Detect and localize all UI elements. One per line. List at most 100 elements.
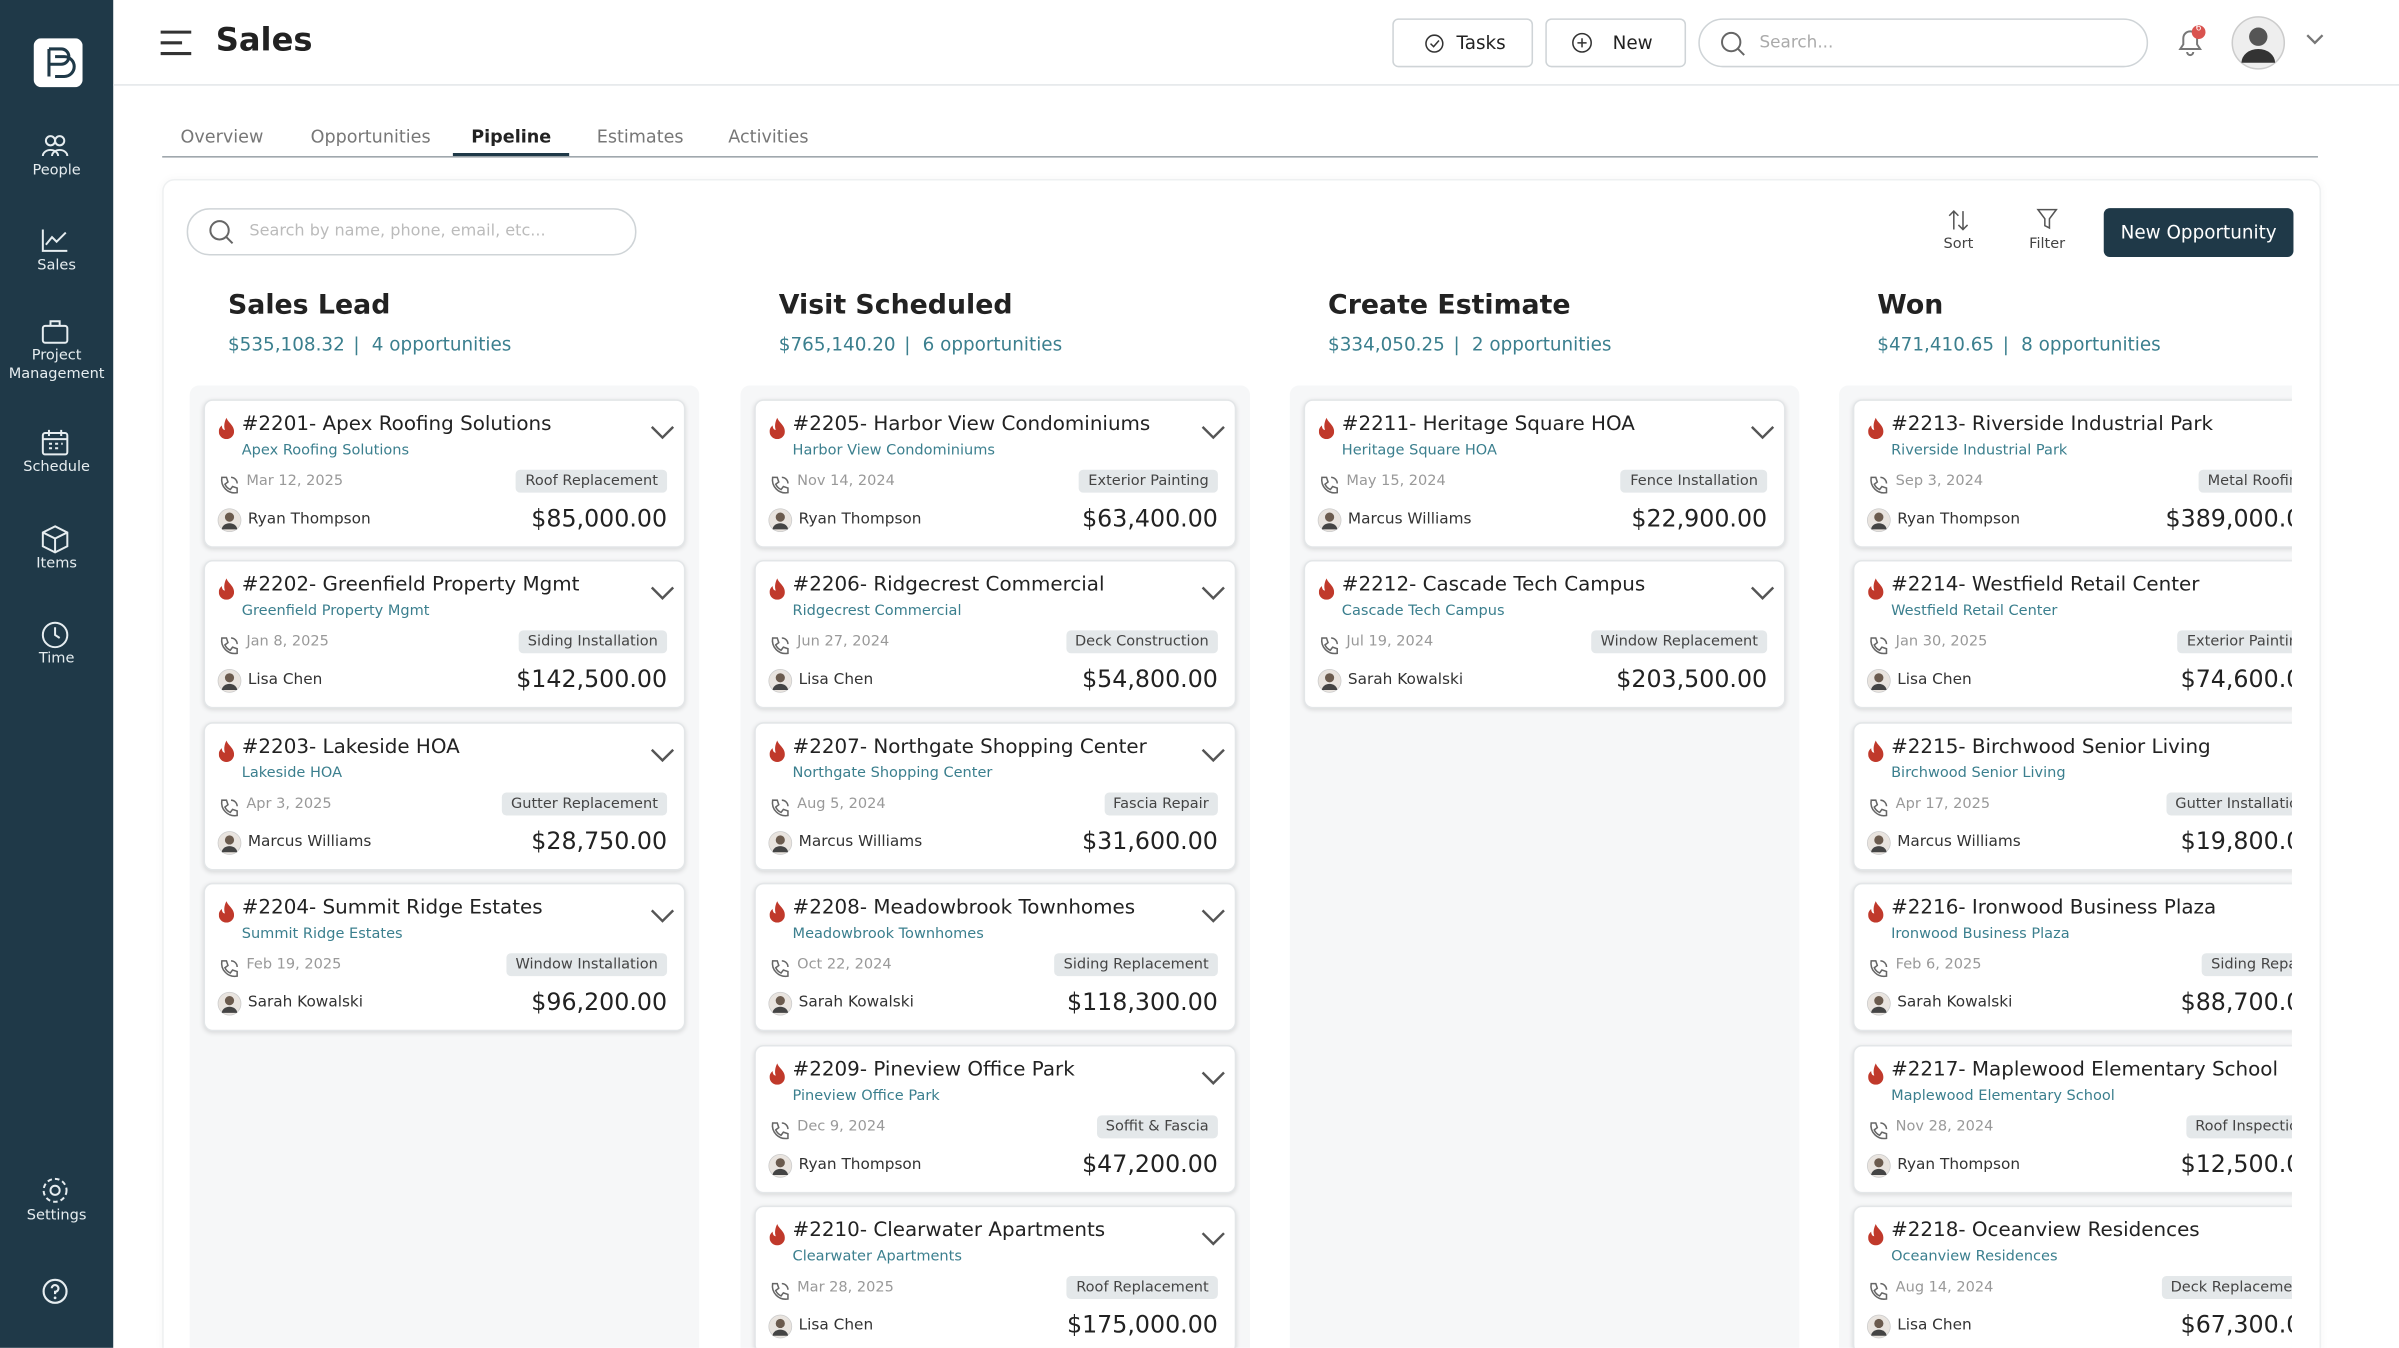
card-company[interactable]: Cascade Tech Campus xyxy=(1341,603,1505,621)
card-title[interactable]: #2209- Pineview Office Park xyxy=(792,1058,1075,1082)
nav-icon[interactable] xyxy=(40,525,71,560)
card-title[interactable]: #2204- Summit Ridge Estates xyxy=(241,896,543,920)
opportunity-card[interactable]: #2212- Cascade Tech Campus Cascade Tech C… xyxy=(1303,560,1786,709)
card-title[interactable]: #2218- Oceanview Residences xyxy=(1891,1219,2200,1243)
card-title[interactable]: #2214- Westfield Retail Center xyxy=(1891,574,2200,598)
bell-icon[interactable] xyxy=(2174,24,2208,58)
card-title[interactable]: #2205- Harbor View Condominiums xyxy=(792,413,1151,437)
nav-icon[interactable] xyxy=(40,428,71,463)
card-company[interactable]: Northgate Shopping Center xyxy=(792,764,993,782)
expand-chevron[interactable] xyxy=(1201,740,1225,769)
menu-icon[interactable] xyxy=(159,29,193,57)
opportunity-card[interactable]: #2205- Harbor View Condominiums Harbor Vi… xyxy=(754,399,1237,548)
expand-chevron[interactable] xyxy=(650,579,675,608)
expand-chevron[interactable] xyxy=(1201,1063,1225,1092)
tab[interactable]: Estimates xyxy=(596,125,684,147)
card-title[interactable]: #2213- Riverside Industrial Park xyxy=(1891,413,2214,437)
nav-label[interactable]: Project Management xyxy=(8,347,105,383)
card-company[interactable]: Greenfield Property Mgmt xyxy=(241,603,430,621)
opportunity-card[interactable]: #2211- Heritage Square HOA Heritage Squar… xyxy=(1303,399,1786,548)
card-company[interactable]: Clearwater Apartments xyxy=(792,1248,962,1266)
card-company[interactable]: Summit Ridge Estates xyxy=(241,925,403,943)
card-company[interactable]: Oceanview Residences xyxy=(1891,1248,2058,1266)
card-company[interactable]: Westfield Retail Center xyxy=(1891,603,2058,621)
help-icon[interactable] xyxy=(41,1278,69,1306)
tab[interactable]: Pipeline xyxy=(471,125,552,147)
card-company[interactable]: Pineview Office Park xyxy=(792,1087,940,1105)
filter-label[interactable]: Filter xyxy=(2029,235,2066,253)
card-company[interactable]: Meadowbrook Townhomes xyxy=(792,925,984,943)
nav-label[interactable]: Schedule xyxy=(23,459,91,476)
card-company[interactable]: Birchwood Senior Living xyxy=(1891,764,2066,782)
sort-icon[interactable] xyxy=(1948,208,1969,232)
card-title[interactable]: #2208- Meadowbrook Townhomes xyxy=(792,896,1136,920)
card-title[interactable]: #2203- Lakeside HOA xyxy=(241,735,460,759)
opportunity-card[interactable]: #2208- Meadowbrook Townhomes Meadowbrook … xyxy=(754,883,1237,1032)
nav-label[interactable]: Items xyxy=(36,555,77,573)
nav-label[interactable]: Sales xyxy=(37,257,76,274)
nav-label[interactable]: Settings xyxy=(26,1207,87,1224)
card-company[interactable]: Heritage Square HOA xyxy=(1341,442,1497,459)
card-title[interactable]: #2217- Maplewood Elementary School xyxy=(1891,1058,2279,1082)
expand-chevron[interactable] xyxy=(1750,418,1775,447)
expand-chevron[interactable] xyxy=(650,418,675,447)
opportunity-card[interactable]: #2207- Northgate Shopping Center Northgat… xyxy=(754,721,1237,871)
expand-chevron[interactable] xyxy=(650,901,675,930)
nav-icon[interactable] xyxy=(40,132,71,167)
opportunity-card[interactable]: #2209- Pineview Office Park Pineview Offi… xyxy=(754,1044,1237,1193)
opportunity-card[interactable]: #2202- Greenfield Property Mgmt Greenfiel… xyxy=(203,560,686,709)
tab[interactable]: Opportunities xyxy=(310,125,431,147)
opportunity-card[interactable]: #2218- Oceanview Residences Oceanview Res… xyxy=(1852,1205,2292,1348)
opportunity-card[interactable]: #2201- Apex Roofing Solutions Apex Roofin… xyxy=(203,399,686,548)
card-company[interactable]: Apex Roofing Solutions xyxy=(241,442,410,459)
nav-label[interactable]: People xyxy=(32,162,81,180)
nav-icon[interactable] xyxy=(40,317,71,352)
opportunity-card[interactable]: #2214- Westfield Retail Center Westfield … xyxy=(1852,560,2292,709)
opportunity-card[interactable]: #2210- Clearwater Apartments Clearwater A… xyxy=(754,1205,1237,1348)
sort-label[interactable]: Sort xyxy=(1943,235,1974,253)
expand-chevron[interactable] xyxy=(1201,579,1225,608)
card-company[interactable]: Ridgecrest Commercial xyxy=(792,603,962,621)
expand-chevron[interactable] xyxy=(1201,1224,1225,1253)
board-search[interactable]: Search by name, phone, email, etc... xyxy=(186,208,637,256)
opportunity-card[interactable]: #2216- Ironwood Business Plaza Ironwood B… xyxy=(1852,883,2292,1032)
nav-icon[interactable] xyxy=(40,620,71,655)
user-avatar[interactable] xyxy=(2231,15,2286,70)
nav-icon[interactable] xyxy=(40,226,71,261)
global-search[interactable]: Search... xyxy=(1698,18,2149,68)
card-title[interactable]: #2201- Apex Roofing Solutions xyxy=(241,413,552,437)
card-company[interactable]: Lakeside HOA xyxy=(241,764,343,782)
nav-label[interactable]: Time xyxy=(38,650,75,668)
card-title[interactable]: #2207- Northgate Shopping Center xyxy=(792,735,1147,759)
opportunity-card[interactable]: #2206- Ridgecrest Commercial Ridgecrest C… xyxy=(754,560,1237,709)
card-title[interactable]: #2212- Cascade Tech Campus xyxy=(1341,574,1646,598)
tab[interactable]: Overview xyxy=(180,125,264,147)
card-title[interactable]: #2216- Ironwood Business Plaza xyxy=(1891,896,2217,920)
card-company[interactable]: Harbor View Condominiums xyxy=(792,442,995,459)
tab[interactable]: Activities xyxy=(728,125,809,147)
card-title[interactable]: #2206- Ridgecrest Commercial xyxy=(792,574,1105,598)
opportunity-card[interactable]: #2213- Riverside Industrial Park Riversid… xyxy=(1852,399,2292,548)
card-title[interactable]: #2210- Clearwater Apartments xyxy=(792,1219,1106,1243)
user-menu-chevron[interactable] xyxy=(2306,34,2324,46)
opportunity-card[interactable]: #2203- Lakeside HOA Lakeside HOA Apr 3, 20… xyxy=(203,721,686,871)
card-company[interactable]: Riverside Industrial Park xyxy=(1891,442,2068,459)
card-title[interactable]: #2211- Heritage Square HOA xyxy=(1341,413,1635,437)
new-button[interactable]: New xyxy=(1545,18,1687,68)
opportunity-card[interactable]: #2217- Maplewood Elementary School Maplew… xyxy=(1852,1044,2292,1193)
card-title[interactable]: #2202- Greenfield Property Mgmt xyxy=(241,574,580,598)
tasks-button[interactable]: Tasks xyxy=(1392,18,1534,68)
card-title[interactable]: #2215- Birchwood Senior Living xyxy=(1891,735,2211,759)
card-company[interactable]: Ironwood Business Plaza xyxy=(1891,925,2070,943)
expand-chevron[interactable] xyxy=(1201,418,1225,447)
expand-chevron[interactable] xyxy=(650,740,675,769)
opportunity-card[interactable]: #2215- Birchwood Senior Living Birchwood … xyxy=(1852,721,2292,871)
expand-chevron-svg xyxy=(1201,587,1225,601)
settings-icon[interactable] xyxy=(40,1175,71,1212)
filter-icon[interactable] xyxy=(2036,208,2058,230)
expand-chevron[interactable] xyxy=(1750,579,1775,608)
expand-chevron[interactable] xyxy=(1201,901,1225,930)
new-opportunity-button[interactable]: New Opportunity xyxy=(2103,208,2294,258)
card-company[interactable]: Maplewood Elementary School xyxy=(1891,1087,2115,1105)
opportunity-card[interactable]: #2204- Summit Ridge Estates Summit Ridge … xyxy=(203,883,686,1032)
